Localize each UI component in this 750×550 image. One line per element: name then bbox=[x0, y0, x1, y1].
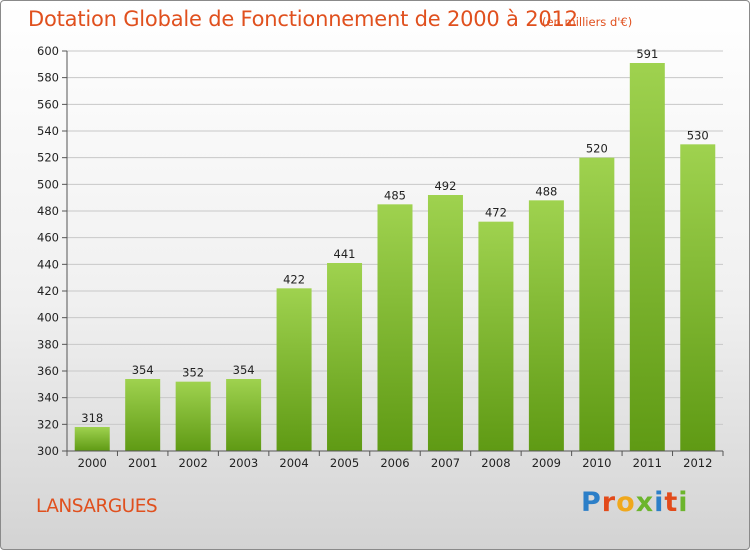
x-tick-label: 2009 bbox=[532, 456, 561, 470]
data-label: 520 bbox=[586, 142, 608, 156]
y-tick-label: 600 bbox=[37, 44, 59, 58]
proxiti-logo[interactable]: Proxiti bbox=[581, 487, 689, 518]
x-tick-label: 2011 bbox=[633, 456, 662, 470]
y-tick-label: 320 bbox=[37, 417, 59, 431]
y-tick-label: 360 bbox=[37, 364, 59, 378]
y-tick-label: 380 bbox=[37, 337, 59, 351]
bar bbox=[327, 263, 363, 451]
y-tick-label: 340 bbox=[37, 391, 59, 405]
bar bbox=[680, 144, 716, 452]
y-tick-label: 500 bbox=[37, 177, 59, 191]
y-tick-label: 440 bbox=[37, 257, 59, 271]
y-tick-label: 400 bbox=[37, 311, 59, 325]
axes bbox=[62, 50, 724, 456]
data-label: 318 bbox=[81, 411, 103, 425]
x-tick-label: 2003 bbox=[229, 456, 258, 470]
data-label: 352 bbox=[182, 366, 204, 380]
bar bbox=[74, 427, 110, 451]
bar bbox=[629, 63, 665, 451]
bar bbox=[579, 157, 615, 451]
bar bbox=[175, 381, 211, 451]
brand-letter: o bbox=[616, 487, 636, 518]
x-tick-label: 2005 bbox=[330, 456, 359, 470]
bar bbox=[377, 204, 413, 451]
bar bbox=[276, 288, 312, 451]
data-label: 485 bbox=[384, 188, 406, 202]
data-label: 354 bbox=[233, 363, 255, 377]
x-tick-label: 2012 bbox=[683, 456, 712, 470]
brand-letter: x bbox=[635, 487, 655, 518]
y-tick-label: 420 bbox=[37, 284, 59, 298]
x-tick-label: 2004 bbox=[279, 456, 308, 470]
bars bbox=[74, 63, 716, 452]
brand-letter: t bbox=[664, 487, 679, 518]
bar bbox=[427, 195, 463, 451]
data-label: 354 bbox=[132, 363, 154, 377]
y-tick-label: 540 bbox=[37, 124, 59, 138]
data-label: 472 bbox=[485, 206, 507, 220]
x-tick-label: 2000 bbox=[78, 456, 107, 470]
x-tick-label: 2008 bbox=[481, 456, 510, 470]
data-label: 492 bbox=[434, 179, 456, 193]
bar bbox=[125, 379, 161, 451]
data-label: 422 bbox=[283, 272, 305, 286]
y-tick-label: 480 bbox=[37, 204, 59, 218]
city-name: LANSARGUES bbox=[36, 496, 158, 517]
bar bbox=[478, 221, 514, 451]
x-tick-label: 2001 bbox=[128, 456, 157, 470]
y-tick-label: 300 bbox=[37, 444, 59, 458]
y-tick-label: 580 bbox=[37, 71, 59, 85]
labels: 300 320 340 360 380 400 420 440 460 480 500 520 540 5… bbox=[37, 44, 712, 470]
y-tick-label: 560 bbox=[37, 97, 59, 111]
x-tick-label: 2010 bbox=[582, 456, 611, 470]
chart-subtitle: (en milliers d'€) bbox=[542, 15, 633, 29]
chart-title: Dotation Globale de Fonctionnement de 20… bbox=[28, 7, 578, 31]
brand-letter: r bbox=[601, 487, 617, 518]
brand-letter: i bbox=[654, 487, 665, 518]
y-tick-label: 520 bbox=[37, 151, 59, 165]
x-tick-label: 2002 bbox=[179, 456, 208, 470]
bar bbox=[226, 379, 262, 451]
brand-letter: i bbox=[678, 487, 689, 518]
data-label: 488 bbox=[535, 184, 557, 198]
data-label: 591 bbox=[636, 47, 658, 61]
bar bbox=[528, 200, 564, 451]
x-tick-label: 2007 bbox=[431, 456, 460, 470]
x-tick-label: 2006 bbox=[380, 456, 409, 470]
brand-letter: P bbox=[581, 487, 602, 518]
data-label: 441 bbox=[334, 247, 356, 261]
data-label: 530 bbox=[687, 128, 709, 142]
y-tick-label: 460 bbox=[37, 231, 59, 245]
